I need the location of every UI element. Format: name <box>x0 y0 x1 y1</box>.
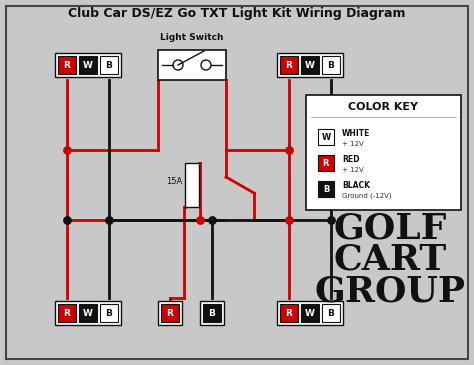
Text: COLOR KEY: COLOR KEY <box>348 102 419 112</box>
Bar <box>158 50 226 80</box>
Bar <box>301 304 319 322</box>
Text: + 12V: + 12V <box>342 167 364 173</box>
Bar <box>161 304 179 322</box>
Text: B: B <box>106 61 112 69</box>
Text: R: R <box>285 308 292 318</box>
Bar <box>185 163 199 207</box>
Text: W: W <box>321 132 331 142</box>
Bar <box>301 56 319 74</box>
Text: B: B <box>106 308 112 318</box>
Text: R: R <box>323 158 329 168</box>
Text: B: B <box>328 61 335 69</box>
Bar <box>280 304 298 322</box>
Text: + 12V: + 12V <box>342 141 364 147</box>
Point <box>105 217 113 223</box>
Point <box>208 217 216 223</box>
Text: Light Switch: Light Switch <box>160 33 224 42</box>
Point <box>63 217 71 223</box>
Bar <box>203 304 221 322</box>
Bar <box>55 301 121 325</box>
Text: W: W <box>305 308 315 318</box>
Bar <box>100 304 118 322</box>
Text: BLACK: BLACK <box>342 181 370 189</box>
Bar <box>277 53 343 77</box>
Bar <box>318 181 334 197</box>
Point <box>285 147 293 153</box>
Point <box>63 147 71 153</box>
Bar <box>79 56 97 74</box>
Bar <box>100 56 118 74</box>
Text: RED: RED <box>342 154 359 164</box>
Bar <box>322 304 340 322</box>
Bar <box>318 155 334 171</box>
Bar <box>79 304 97 322</box>
Bar <box>58 56 76 74</box>
Point <box>196 217 204 223</box>
Text: B: B <box>328 308 335 318</box>
Bar <box>200 301 224 325</box>
Bar <box>158 301 182 325</box>
Bar <box>306 95 461 210</box>
Bar <box>55 53 121 77</box>
Text: W: W <box>83 61 93 69</box>
Text: R: R <box>64 308 71 318</box>
Text: GOLF
CART
GROUP: GOLF CART GROUP <box>315 212 465 308</box>
Text: W: W <box>83 308 93 318</box>
Bar <box>58 304 76 322</box>
Bar <box>280 56 298 74</box>
Text: B: B <box>323 184 329 193</box>
Text: R: R <box>166 308 173 318</box>
Bar <box>318 129 334 145</box>
Point <box>285 217 293 223</box>
Text: W: W <box>305 61 315 69</box>
Text: Club Car DS/EZ Go TXT Light Kit Wiring Diagram: Club Car DS/EZ Go TXT Light Kit Wiring D… <box>68 8 406 20</box>
Text: 15A: 15A <box>166 177 182 185</box>
Text: R: R <box>64 61 71 69</box>
Text: WHITE: WHITE <box>342 128 370 138</box>
Text: B: B <box>209 308 216 318</box>
Bar <box>322 56 340 74</box>
Bar <box>277 301 343 325</box>
Point <box>327 217 335 223</box>
Text: R: R <box>285 61 292 69</box>
Text: Ground (-12V): Ground (-12V) <box>342 193 392 199</box>
